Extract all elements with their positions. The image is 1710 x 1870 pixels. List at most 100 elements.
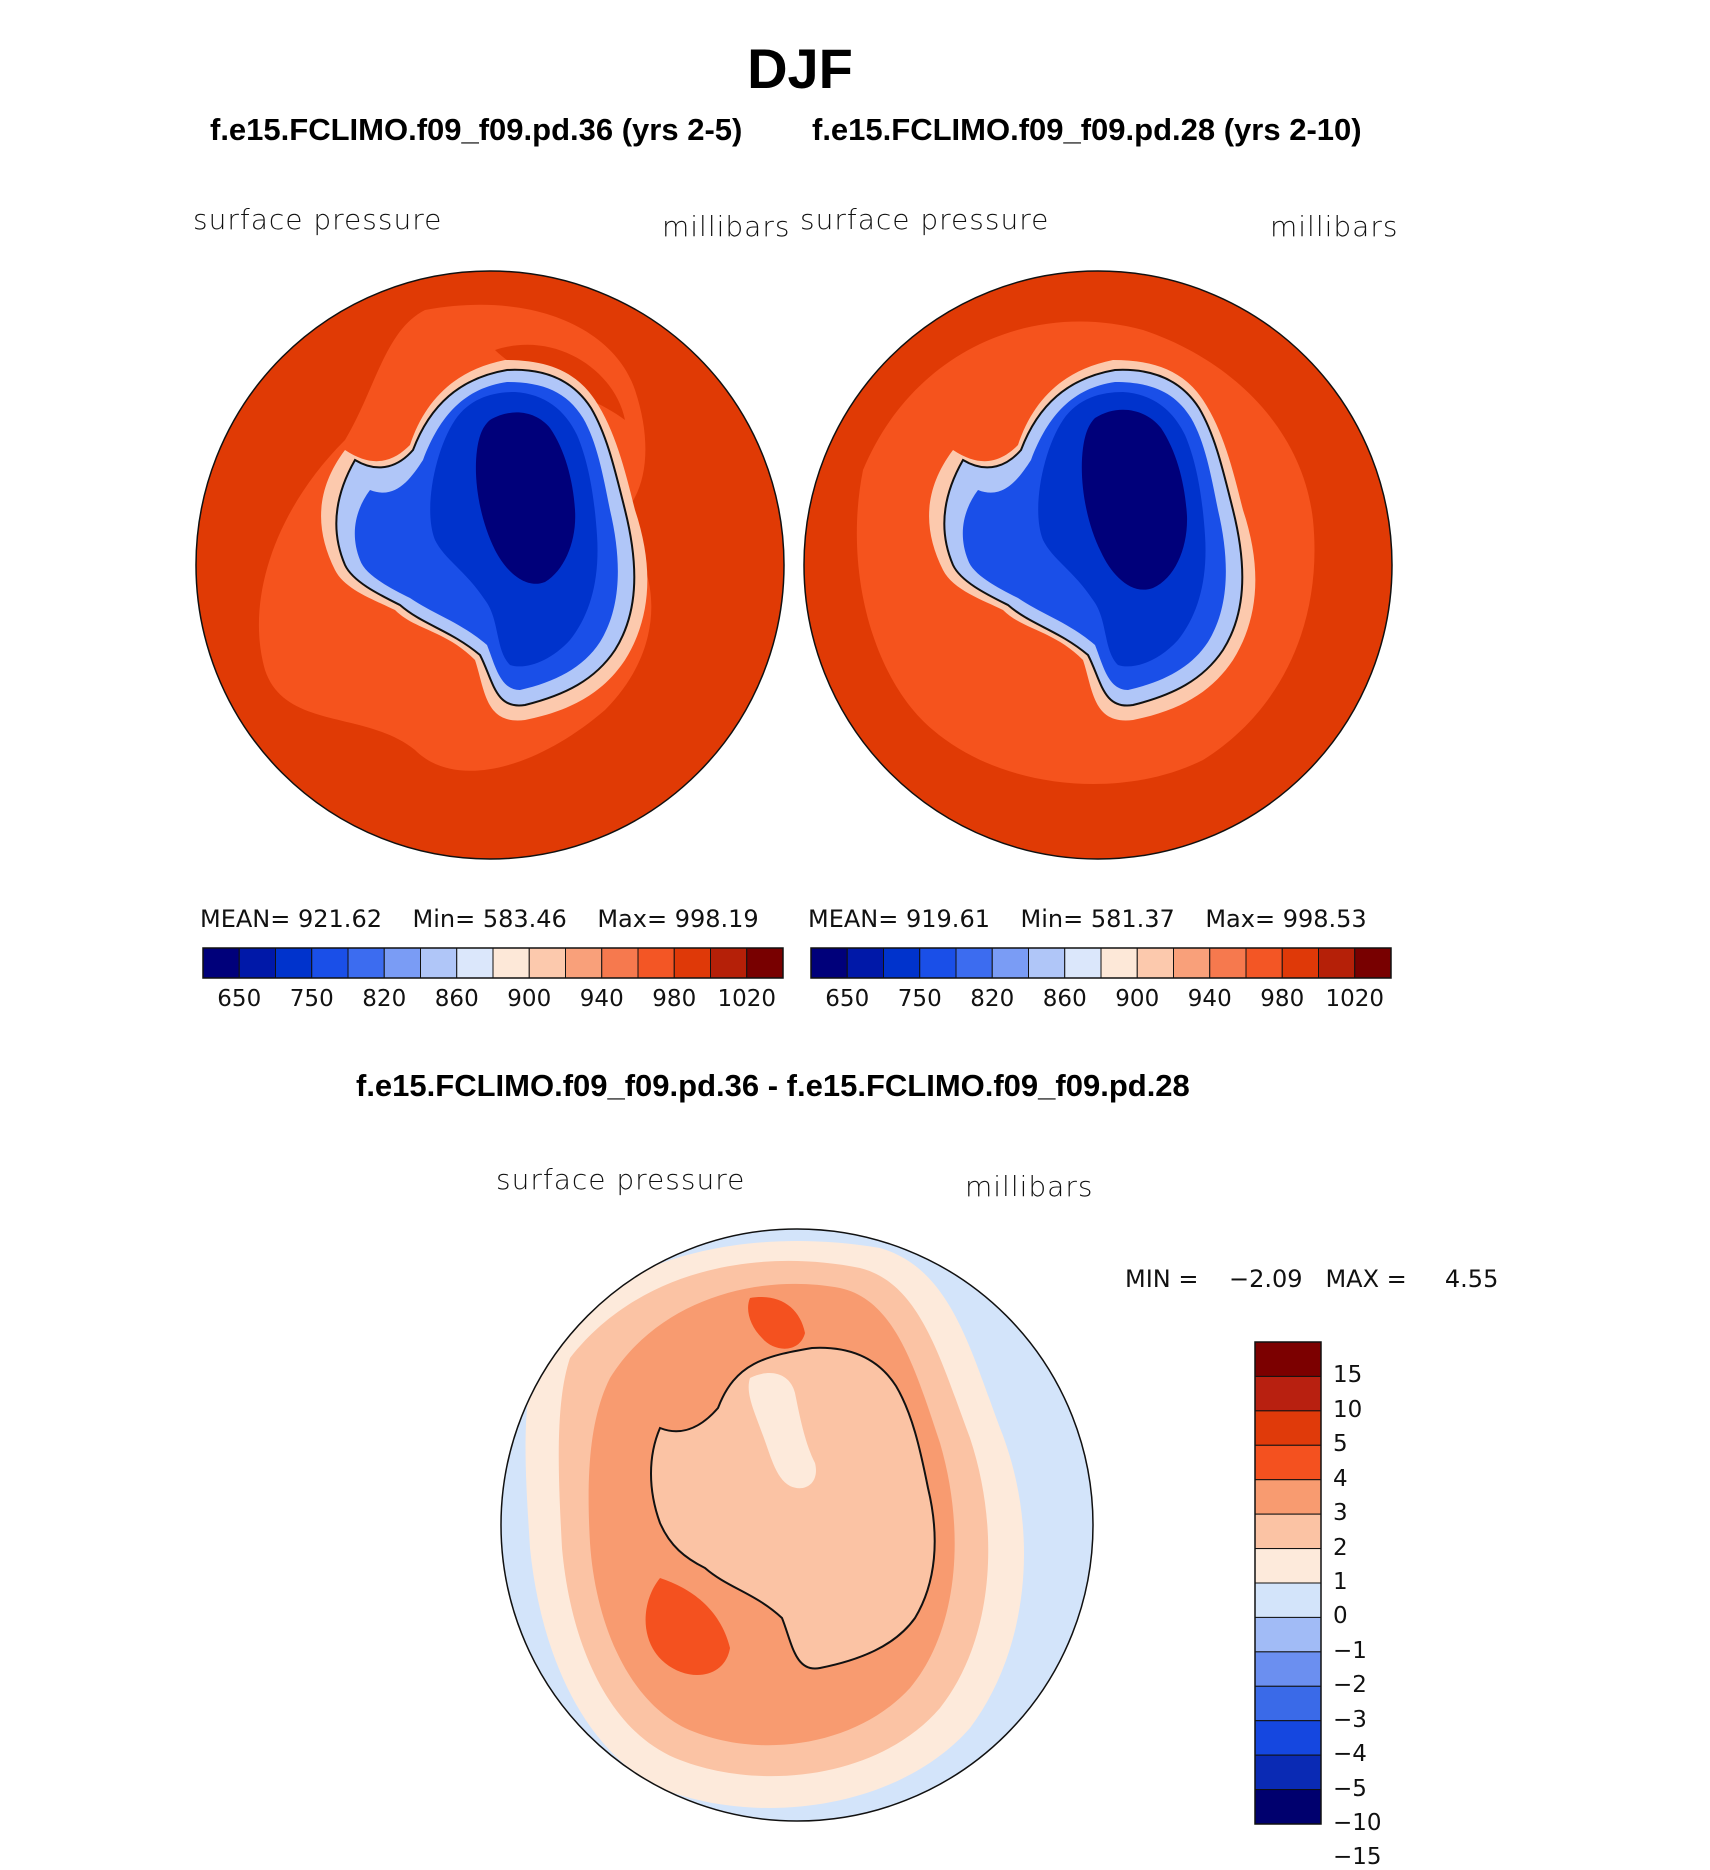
colorbar-tick-label: 980 bbox=[652, 986, 697, 1012]
antarctica-coastline bbox=[335, 368, 636, 707]
colorbar-box bbox=[1254, 1685, 1322, 1722]
colorbar-tick-label: 0 bbox=[1333, 1603, 1348, 1630]
colorbar-tick-label: 5 bbox=[1333, 1431, 1348, 1458]
colorbar-box bbox=[1254, 1513, 1322, 1550]
colorbar-tick-label: 650 bbox=[217, 986, 262, 1012]
colorbar-box bbox=[383, 947, 421, 979]
panel-2-map bbox=[803, 270, 1393, 860]
colorbar-tick-label: 10 bbox=[1333, 1396, 1363, 1423]
colorbar-tick-label: −10 bbox=[1333, 1810, 1382, 1836]
colorbar-tick-label: 940 bbox=[579, 986, 624, 1012]
colorbar-box bbox=[846, 947, 884, 979]
colorbar-box bbox=[1028, 947, 1066, 979]
ice-core-region bbox=[1081, 409, 1188, 590]
diff-variable-label: surface pressure bbox=[496, 1163, 746, 1196]
ice-core-region bbox=[475, 412, 576, 584]
mean-value: 919.61 bbox=[906, 905, 990, 933]
colorbar-box bbox=[420, 947, 458, 979]
colorbar-tick-label: −15 bbox=[1333, 1844, 1382, 1870]
colorbar-tick-label: 750 bbox=[897, 986, 942, 1012]
panel-1-colorbar bbox=[202, 947, 784, 979]
colorbar-box bbox=[1281, 947, 1319, 979]
diff-colorbar-ticks: 15 10 5 4 3 2 1 0 −1 −2 −3 −4 −5 −10 −15 bbox=[1333, 1342, 1453, 1870]
max-label: Max= bbox=[597, 905, 668, 933]
antarctica-coastline bbox=[943, 368, 1244, 707]
colorbar-tick-label: 750 bbox=[289, 986, 334, 1012]
colorbar-tick-label: −4 bbox=[1333, 1741, 1367, 1768]
colorbar-box bbox=[1254, 1616, 1322, 1653]
colorbar-box bbox=[637, 947, 675, 979]
colorbar-box bbox=[1318, 947, 1356, 979]
colorbar-box bbox=[919, 947, 957, 979]
colorbar-box bbox=[601, 947, 639, 979]
diff-max-value: 4.55 bbox=[1444, 1265, 1499, 1293]
colorbar-box bbox=[1254, 1341, 1322, 1377]
colorbar-box bbox=[311, 947, 349, 979]
colorbar-tick-label: 900 bbox=[507, 986, 552, 1012]
colorbar-tick-label: 4 bbox=[1333, 1465, 1348, 1492]
diff-min-label: MIN = bbox=[1125, 1265, 1199, 1293]
panel-1-stats: MEAN= 921.62 Min= 583.46 Max= 998.19 bbox=[200, 905, 759, 933]
antarctica-coastline bbox=[650, 1346, 936, 1670]
colorbar-tick-label: 820 bbox=[970, 986, 1015, 1012]
colorbar-box bbox=[1254, 1651, 1322, 1687]
min-value: 581.37 bbox=[1090, 905, 1175, 933]
colorbar-box bbox=[1254, 1479, 1322, 1515]
colorbar-outline bbox=[202, 947, 784, 979]
colorbar-box bbox=[492, 947, 530, 979]
colorbar-tick-label: 980 bbox=[1260, 986, 1305, 1012]
colorbar-tick-label: 650 bbox=[825, 986, 870, 1012]
panel-1-variable-label: surface pressure bbox=[193, 203, 443, 236]
colorbar-tick-label: 1020 bbox=[1325, 986, 1385, 1012]
colorbar-box bbox=[746, 947, 784, 979]
colorbar-box bbox=[1100, 947, 1138, 979]
colorbar-tick-label: −1 bbox=[1333, 1637, 1367, 1664]
diff-units-label: millibars bbox=[965, 1170, 1094, 1203]
colorbar-box bbox=[202, 947, 240, 979]
colorbar-box bbox=[1254, 1720, 1322, 1756]
colorbar-tick-label: 940 bbox=[1187, 986, 1232, 1012]
colorbar-tick-label: −5 bbox=[1333, 1775, 1367, 1802]
colorbar-tick-label: 860 bbox=[1042, 986, 1087, 1012]
colorbar-tick-label: 1020 bbox=[717, 986, 777, 1012]
colorbar-tick-label: 1 bbox=[1333, 1569, 1348, 1595]
diff-map bbox=[500, 1228, 1094, 1822]
colorbar-tick-label: 860 bbox=[434, 986, 479, 1012]
colorbar-box bbox=[275, 947, 313, 979]
colorbar-box bbox=[1245, 947, 1283, 979]
colorbar-box bbox=[528, 947, 566, 979]
panel-2-variable-label: surface pressure bbox=[800, 203, 1050, 236]
colorbar-box bbox=[347, 947, 385, 979]
panel-1-colorbar-ticks: 650 750 820 860 900 940 980 1020 bbox=[203, 986, 783, 1016]
diff-colorbar bbox=[1254, 1341, 1322, 1825]
diff-band-3 bbox=[645, 1578, 730, 1675]
panel-2-stats: MEAN= 919.61 Min= 581.37 Max= 998.53 bbox=[808, 905, 1367, 933]
diff-min-value: −2.09 bbox=[1229, 1265, 1303, 1293]
panel-2-colorbar-ticks: 650 750 820 860 900 940 980 1020 bbox=[811, 986, 1391, 1016]
colorbar-box bbox=[1173, 947, 1211, 979]
colorbar-box bbox=[1064, 947, 1102, 979]
colorbar-tick-label: 3 bbox=[1333, 1500, 1348, 1527]
colorbar-box bbox=[1254, 1754, 1322, 1791]
colorbar-box bbox=[1209, 947, 1247, 979]
diff-case-title: f.e15.FCLIMO.f09_f09.pd.36 - f.e15.FCLIM… bbox=[356, 1068, 1190, 1103]
colorbar-box bbox=[1254, 1789, 1322, 1825]
max-value: 998.19 bbox=[674, 905, 759, 933]
colorbar-box bbox=[991, 947, 1029, 979]
diff-band-0 bbox=[748, 1373, 816, 1489]
season-title: DJF bbox=[747, 37, 853, 100]
colorbar-tick-label: 900 bbox=[1115, 986, 1160, 1012]
diff-minmax: MIN = −2.09 MAX = 4.55 bbox=[1125, 1265, 1498, 1293]
max-label: Max= bbox=[1205, 905, 1276, 933]
colorbar-box bbox=[565, 947, 603, 979]
colorbar-box bbox=[810, 947, 848, 979]
colorbar-box bbox=[1136, 947, 1174, 979]
colorbar-outline bbox=[1254, 1341, 1322, 1825]
diff-band-1 bbox=[651, 1347, 935, 1669]
min-value: 583.46 bbox=[482, 905, 567, 933]
colorbar-box bbox=[1254, 1410, 1322, 1446]
min-label: Min= bbox=[412, 905, 476, 933]
colorbar-box bbox=[673, 947, 711, 979]
max-value: 998.53 bbox=[1282, 905, 1367, 933]
colorbar-outline bbox=[810, 947, 1392, 979]
